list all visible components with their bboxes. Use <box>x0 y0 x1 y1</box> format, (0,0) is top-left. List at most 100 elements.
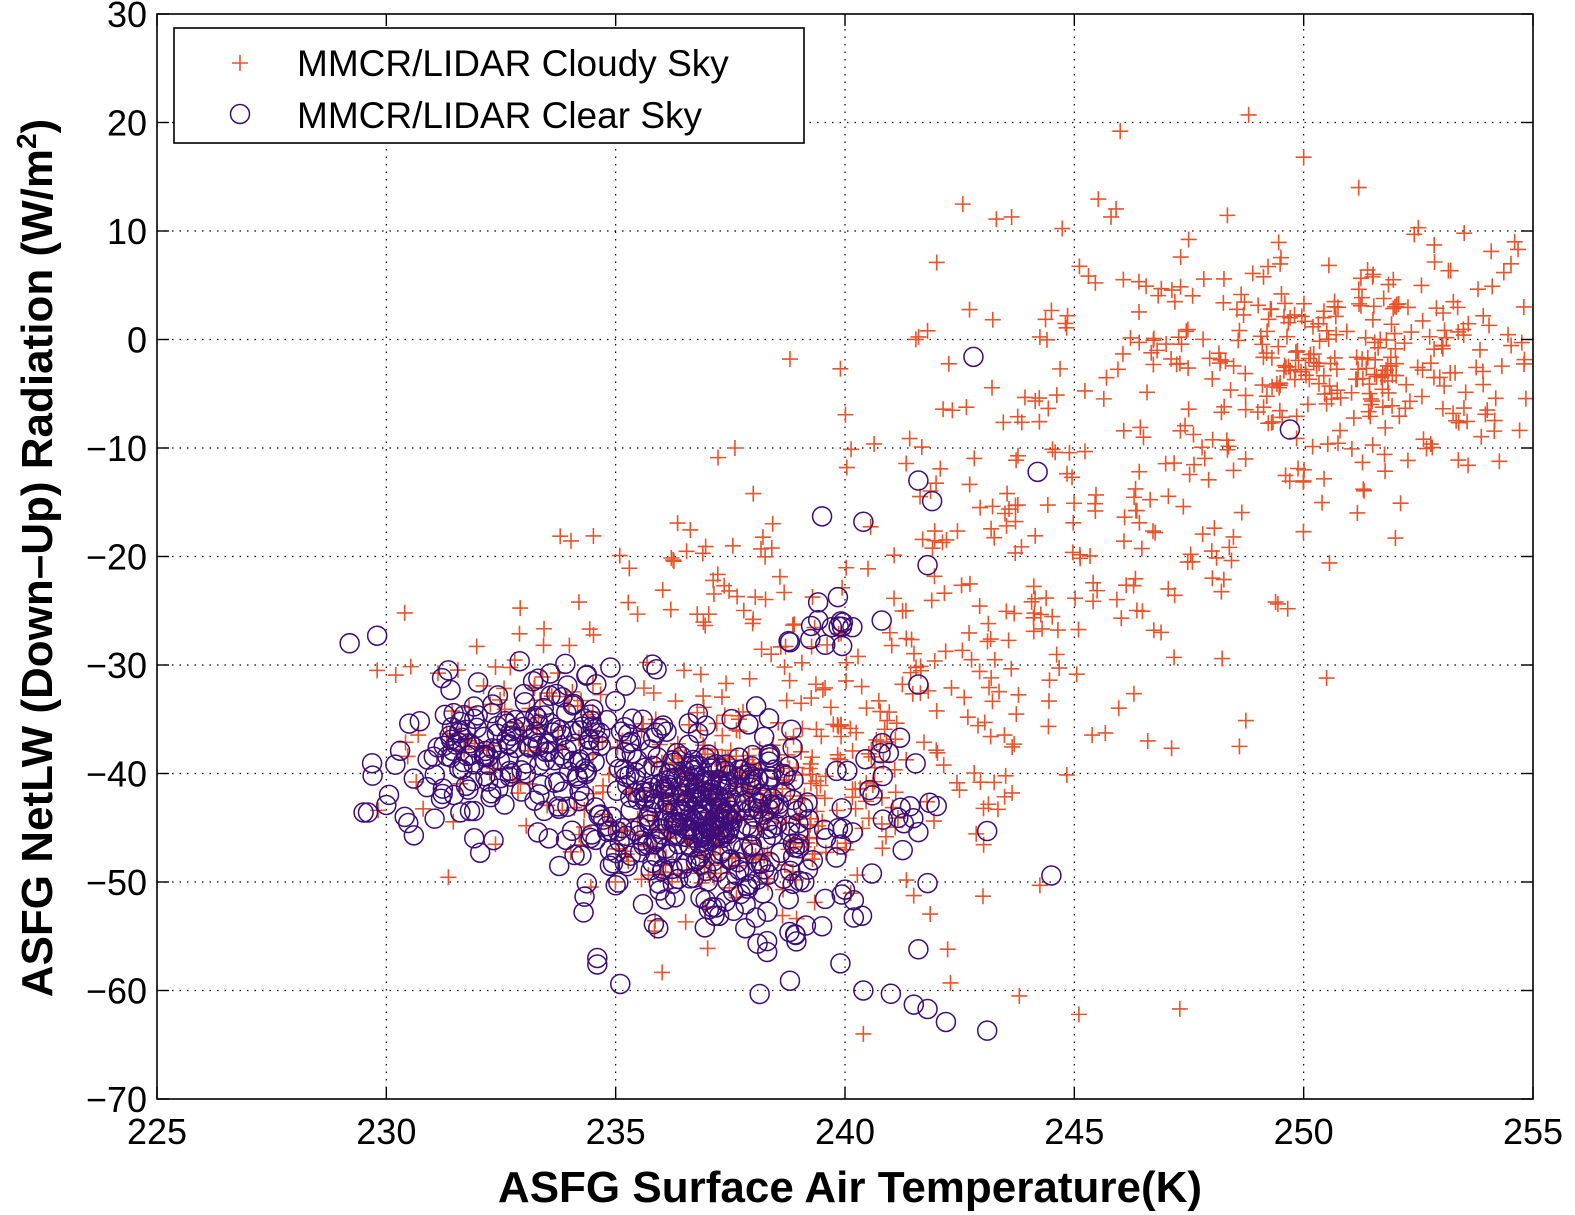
clear-sky-point <box>499 760 520 782</box>
cloudy-sky-point <box>1007 544 1024 561</box>
cloudy-sky-point <box>1139 732 1156 749</box>
cloudy-sky-point <box>1414 362 1431 379</box>
cloudy-sky-point <box>1215 571 1232 588</box>
clear-sky-point <box>672 858 693 879</box>
cloudy-sky-point <box>763 540 780 557</box>
cloudy-sky-point <box>1426 341 1443 358</box>
x-tick-label: 235 <box>586 1111 646 1152</box>
clear-sky-point <box>749 983 770 1005</box>
cloudy-sky-point <box>1186 456 1203 473</box>
clear-sky-point <box>459 800 481 822</box>
clear-sky-point <box>794 871 815 893</box>
cloudy-sky-point <box>506 652 523 669</box>
cloudy-sky-point <box>1058 766 1075 783</box>
clear-sky-point <box>758 864 779 885</box>
clear-sky-point <box>617 855 638 877</box>
cloudy-sky-point <box>848 724 865 741</box>
clear-sky-point <box>826 760 847 782</box>
cloudy-sky-point <box>1343 384 1360 401</box>
cloudy-sky-point <box>1144 523 1161 540</box>
clear-sky-point <box>430 788 452 810</box>
clear-sky-point <box>741 766 762 788</box>
cloudy-sky-point <box>1184 553 1201 570</box>
cloudy-sky-point <box>1087 502 1104 519</box>
cloudy-sky-point <box>944 402 961 419</box>
clear-sky-point <box>642 654 663 675</box>
cloudy-sky-point <box>943 679 960 696</box>
cloudy-sky-point <box>1127 480 1144 497</box>
cloudy-sky-point <box>1116 509 1133 526</box>
cloudy-sky-point <box>1487 390 1504 407</box>
cloudy-sky-point <box>487 658 504 675</box>
clear-sky-point <box>759 851 780 873</box>
cloudy-sky-point <box>980 796 997 813</box>
clear-sky-point <box>631 780 652 801</box>
cloudy-sky-point <box>1130 303 1147 320</box>
clear-sky-point <box>698 899 720 920</box>
cloudy-sky-point <box>697 617 714 634</box>
clear-sky-point <box>600 657 621 678</box>
cloudy-sky-point <box>1287 344 1304 361</box>
cloudy-sky-point <box>1382 358 1399 375</box>
clear-sky-point <box>782 846 804 868</box>
clear-sky-point <box>732 838 754 860</box>
cloudy-sky-point <box>1272 375 1289 392</box>
clear-sky-point <box>786 800 808 821</box>
cloudy-sky-point <box>1088 486 1104 503</box>
clear-sky-point <box>620 800 641 821</box>
clear-sky-point <box>903 808 924 829</box>
cloudy-sky-point <box>1068 666 1085 683</box>
cloudy-sky-point <box>1215 270 1232 287</box>
clear-sky-point <box>571 716 593 737</box>
clear-sky-point <box>475 766 496 787</box>
clear-sky-point <box>813 819 835 840</box>
y-axis-title-main: ASFG NetLW (Down–Up) Radiation (W/m <box>13 149 62 997</box>
cloudy-sky-point <box>801 760 818 777</box>
clear-sky-point <box>750 853 772 875</box>
cloudy-sky-point <box>1196 450 1213 467</box>
cloudy-sky-point <box>1082 547 1099 564</box>
cloudy-sky-point <box>1460 457 1477 474</box>
cloudy-sky-point <box>1010 686 1027 703</box>
clear-sky-point <box>751 783 772 805</box>
clear-sky-point <box>569 780 590 802</box>
cloudy-sky-point <box>1290 460 1307 477</box>
cloudy-sky-point <box>521 775 538 792</box>
cloudy-sky-point <box>699 940 716 957</box>
cloudy-sky-point <box>926 652 943 669</box>
cloudy-sky-point <box>1194 526 1211 543</box>
cloudy-sky-point <box>998 517 1015 534</box>
clear-sky-point <box>524 790 545 811</box>
cloudy-sky-point <box>1201 350 1218 367</box>
cloudy-sky-point <box>1328 326 1345 343</box>
cloudy-sky-point <box>1204 370 1221 387</box>
cloudy-sky-point <box>1131 463 1148 480</box>
cloudy-sky-point <box>1041 672 1058 689</box>
cloudy-sky-point <box>929 744 946 761</box>
clear-sky-point <box>889 727 911 748</box>
cloudy-sky-point <box>1067 590 1084 607</box>
cloudy-sky-point <box>939 941 956 958</box>
cloudy-sky-point <box>410 727 427 744</box>
clear-sky-point <box>573 708 595 729</box>
clear-sky-point <box>519 737 541 758</box>
cloudy-sky-point <box>1118 577 1135 594</box>
cloudy-sky-point <box>1087 274 1104 291</box>
cloudy-sky-point <box>989 801 1006 818</box>
clear-sky-point <box>538 828 560 849</box>
cloudy-sky-point <box>1153 624 1170 641</box>
clear-sky-point <box>726 767 748 788</box>
clear-sky-point <box>640 859 662 881</box>
cloudy-sky-point <box>958 399 975 416</box>
clear-sky-point <box>963 346 984 368</box>
cloudy-sky-point <box>995 414 1012 431</box>
cloudy-sky-point <box>803 690 820 707</box>
cloudy-sky-point <box>1352 297 1369 314</box>
clear-sky-point <box>587 947 608 969</box>
y-tick-label: 30 <box>107 0 147 35</box>
cloudy-sky-point <box>872 733 889 750</box>
clear-sky-point <box>684 810 705 832</box>
cloudy-sky-point <box>1160 488 1177 505</box>
cloudy-sky-point <box>1237 387 1254 404</box>
clear-sky-point <box>908 821 929 843</box>
